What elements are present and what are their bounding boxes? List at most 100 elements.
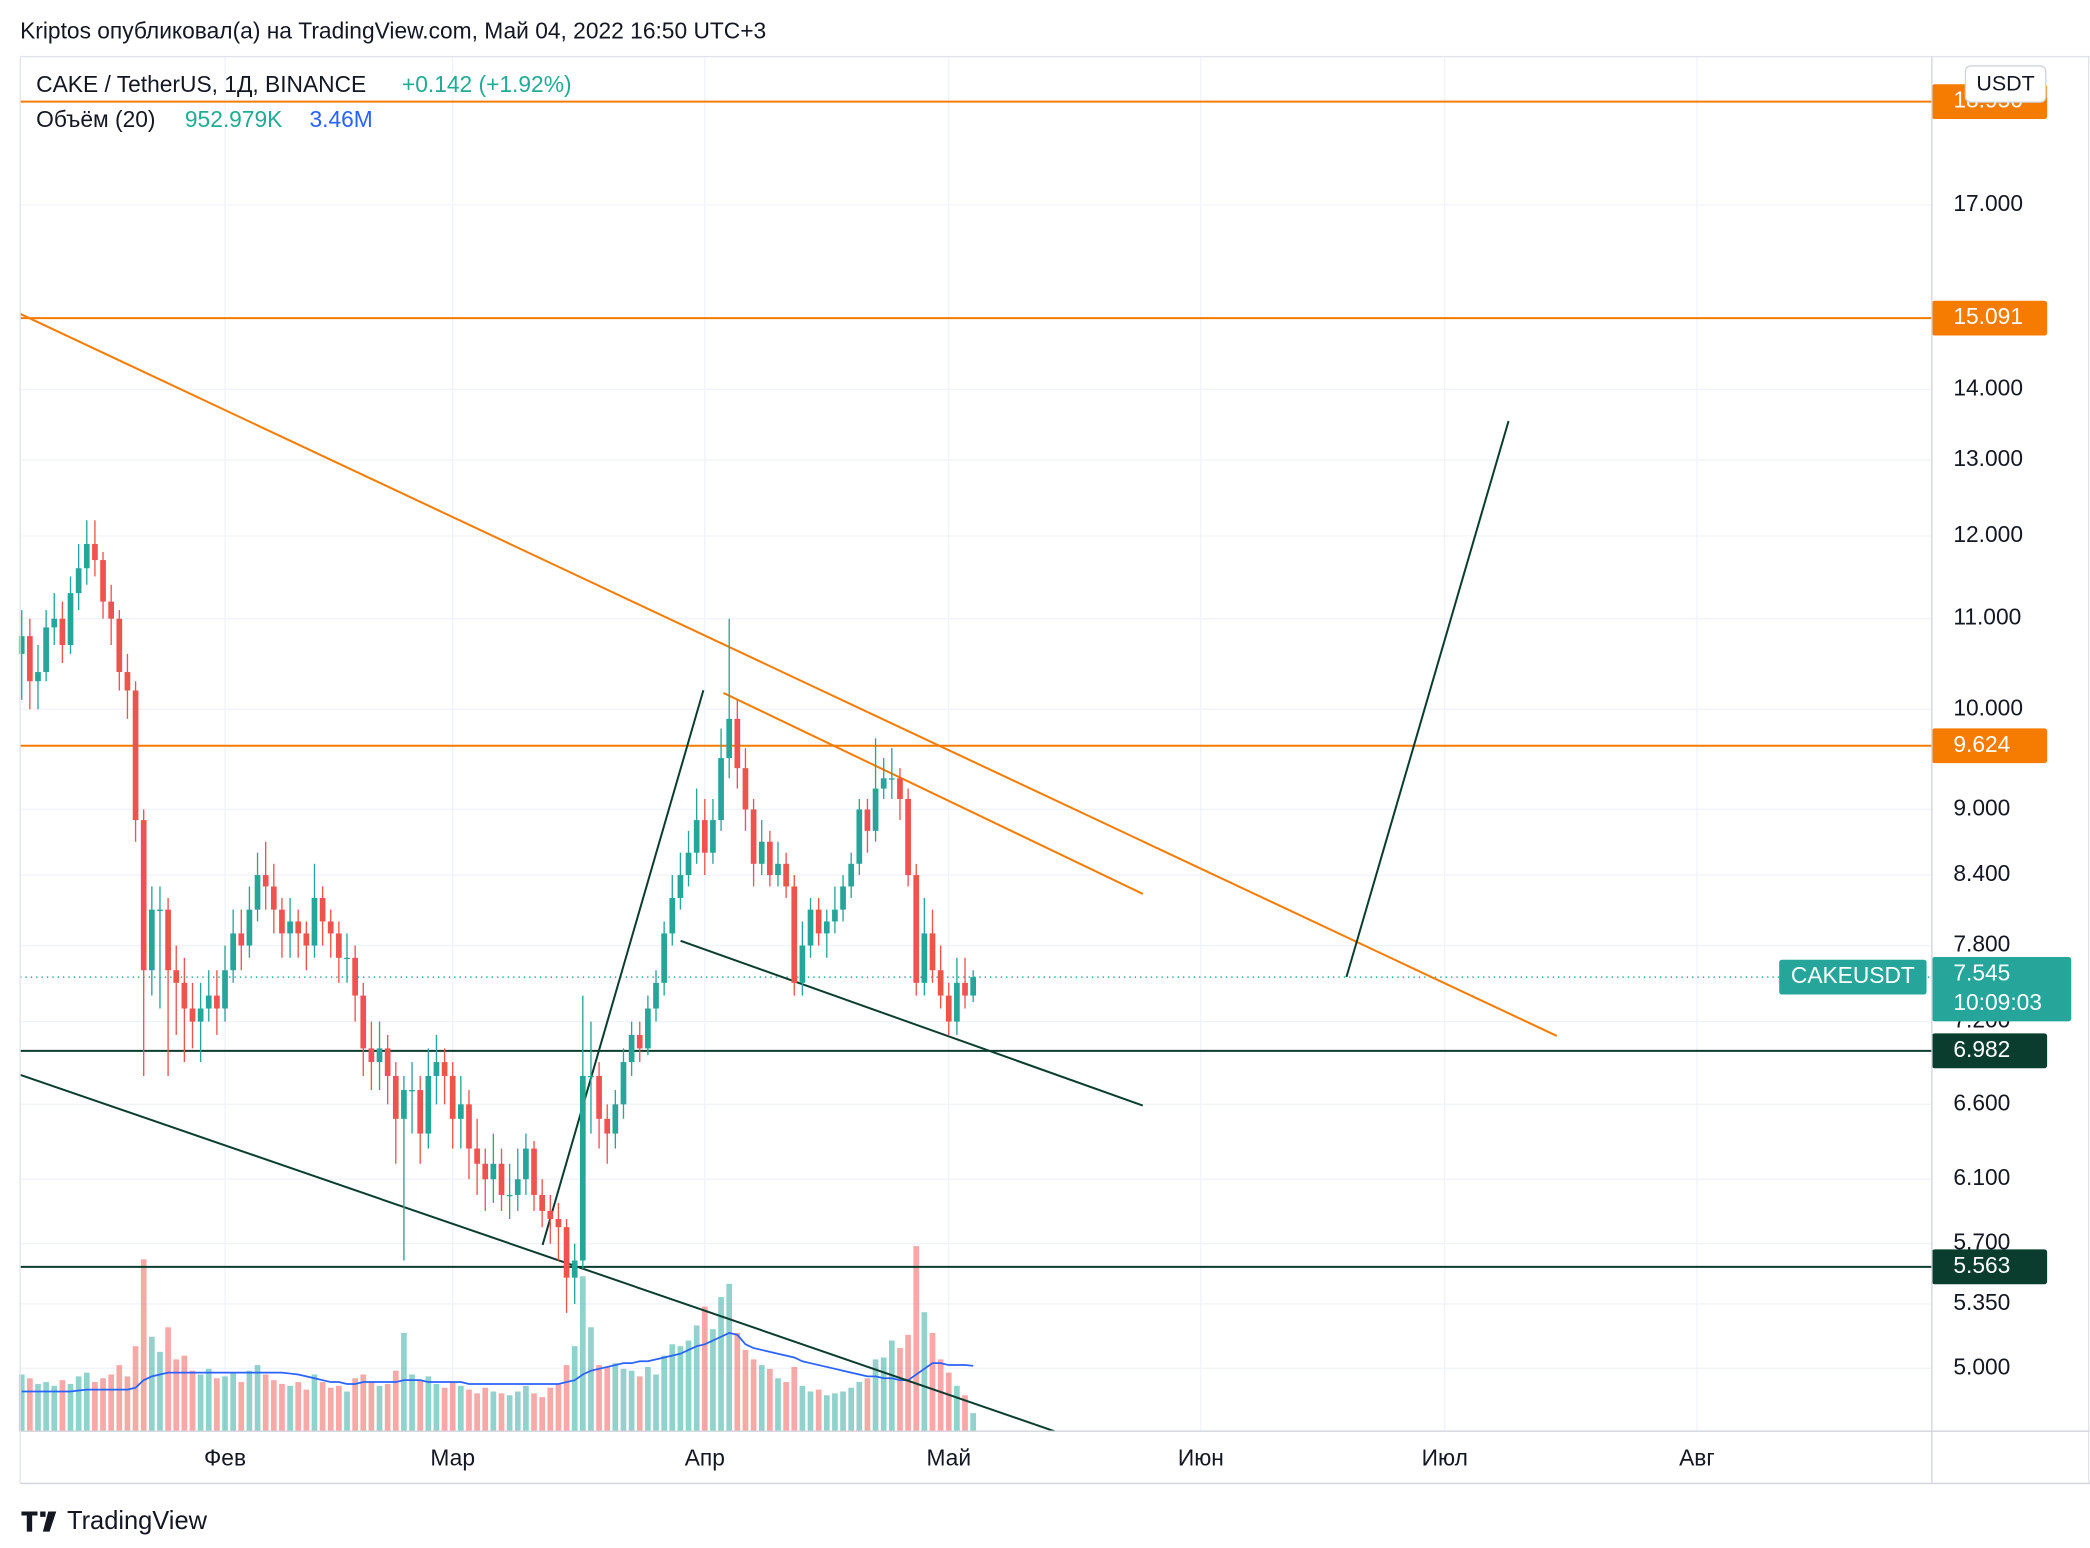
levels bbox=[20, 100, 1932, 1268]
currency-box[interactable] bbox=[1964, 65, 2047, 103]
volume-bar bbox=[319, 1382, 326, 1432]
volume-bar bbox=[173, 1359, 180, 1432]
candle-body bbox=[645, 1008, 651, 1049]
volume-bar bbox=[701, 1306, 708, 1432]
volume-bar bbox=[693, 1325, 700, 1432]
candle-body bbox=[165, 909, 171, 971]
candle-body bbox=[474, 1148, 480, 1164]
candle-body bbox=[588, 1075, 594, 1078]
level-tag bbox=[1931, 1249, 2048, 1285]
volume-bar bbox=[775, 1378, 781, 1432]
volume-ma-line bbox=[21, 1332, 974, 1393]
candle-body bbox=[344, 957, 350, 960]
volume-bar bbox=[279, 1383, 285, 1432]
trend-line bbox=[19, 312, 1558, 1037]
volume-bar bbox=[75, 1376, 82, 1432]
volume-bar bbox=[433, 1383, 440, 1432]
candle-body bbox=[701, 820, 708, 853]
y-tick-label: 6.600 bbox=[1953, 1089, 2010, 1115]
candle-body bbox=[718, 758, 724, 821]
volume-bar bbox=[710, 1329, 716, 1432]
candle-body bbox=[734, 718, 741, 769]
volume-bar bbox=[888, 1340, 895, 1432]
candle-body bbox=[449, 1075, 456, 1119]
candle-body bbox=[832, 909, 838, 922]
candle-body bbox=[336, 933, 342, 958]
candle-body bbox=[230, 933, 236, 971]
candle-body bbox=[214, 995, 220, 1009]
level-tag bbox=[1931, 1033, 2048, 1069]
volume-bar bbox=[18, 1374, 25, 1432]
volume-bar bbox=[970, 1413, 977, 1432]
x-tick-label: Июн bbox=[1178, 1444, 1224, 1470]
candle-body bbox=[425, 1075, 432, 1134]
volume-value: 952.979K bbox=[185, 106, 282, 132]
candle-body bbox=[945, 995, 952, 1022]
volume-bar bbox=[352, 1378, 358, 1432]
candle-body bbox=[506, 1194, 513, 1197]
candle-body bbox=[303, 933, 310, 946]
volume-bar bbox=[742, 1349, 749, 1432]
volume-bar bbox=[360, 1374, 367, 1432]
drawings bbox=[19, 312, 1558, 1433]
candle-body bbox=[840, 886, 846, 910]
volume-bar bbox=[83, 1372, 90, 1432]
candle-body bbox=[653, 982, 659, 1009]
volume-bar bbox=[368, 1382, 375, 1432]
candle-body bbox=[368, 1048, 375, 1063]
y-tick-label: 11.000 bbox=[1953, 604, 2021, 630]
volume-bar bbox=[425, 1376, 432, 1432]
volume-bar bbox=[856, 1382, 863, 1432]
trend-line bbox=[723, 692, 1144, 895]
candle-body bbox=[563, 1227, 570, 1278]
candle-body bbox=[872, 788, 879, 831]
volume-bar bbox=[596, 1365, 602, 1432]
candle-body bbox=[880, 778, 887, 789]
volume-bar bbox=[848, 1387, 855, 1432]
volume-bar bbox=[27, 1378, 33, 1432]
candle-body bbox=[726, 718, 733, 759]
volume-bar bbox=[539, 1397, 546, 1432]
volume-bar bbox=[937, 1359, 944, 1432]
symbol-tag bbox=[1779, 959, 1927, 995]
change: +0.142 (+1.92%) bbox=[402, 71, 572, 97]
symbol-tag-label: CAKEUSDT bbox=[1791, 962, 1915, 988]
candle-body bbox=[937, 970, 944, 996]
candle-body bbox=[628, 1034, 635, 1063]
candle-body bbox=[238, 933, 245, 946]
candle-body bbox=[547, 1210, 554, 1220]
y-tick-label: 9.000 bbox=[1953, 794, 2010, 820]
candle-body bbox=[775, 863, 781, 876]
volume-bar bbox=[913, 1246, 920, 1432]
candle-body bbox=[295, 921, 302, 934]
volume-bar bbox=[506, 1395, 513, 1432]
candle-body bbox=[352, 957, 358, 996]
trend-line bbox=[680, 939, 1144, 1107]
currency[interactable]: USDT bbox=[1976, 71, 2034, 95]
x-tick-label: Июл bbox=[1422, 1444, 1468, 1470]
volume-pane bbox=[18, 1246, 977, 1432]
candle-body bbox=[677, 875, 684, 898]
candle-body bbox=[376, 1048, 383, 1063]
candle-body bbox=[51, 618, 58, 628]
candle-body bbox=[43, 627, 49, 673]
candle-body bbox=[539, 1194, 546, 1211]
volume-bar bbox=[767, 1368, 773, 1432]
candle-body bbox=[108, 601, 115, 619]
candle-body bbox=[888, 778, 895, 780]
volume-bar bbox=[880, 1357, 887, 1432]
candle-body bbox=[962, 982, 968, 996]
y-tick-label: 5.000 bbox=[1953, 1353, 2010, 1379]
volume-bar bbox=[563, 1365, 570, 1432]
candle-body bbox=[823, 921, 830, 934]
volume-bar bbox=[336, 1385, 342, 1432]
candles bbox=[18, 520, 977, 1313]
y-tick-label: 7.800 bbox=[1953, 931, 2010, 957]
candle-body bbox=[482, 1163, 489, 1180]
volume-bar bbox=[222, 1376, 228, 1432]
candle-body bbox=[441, 1062, 448, 1076]
volume-bar bbox=[604, 1366, 611, 1432]
y-tick-label: 17.000 bbox=[1953, 190, 2023, 216]
